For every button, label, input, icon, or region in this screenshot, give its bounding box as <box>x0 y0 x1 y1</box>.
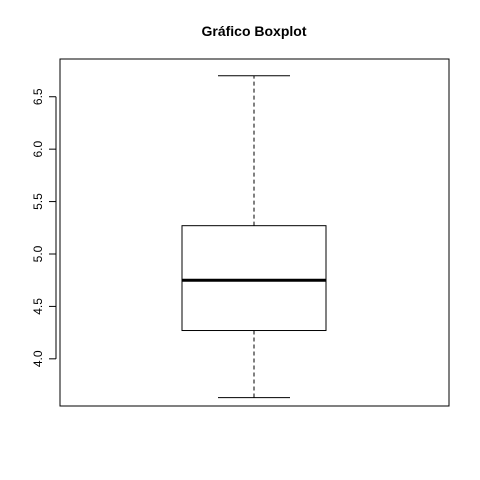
y-tick-label: 4.0 <box>31 350 45 367</box>
y-tick-label: 4.5 <box>31 298 45 315</box>
interquartile-box <box>181 225 327 332</box>
box-group <box>181 75 327 399</box>
y-tick-label: 6.0 <box>31 140 45 157</box>
y-tick-label: 6.5 <box>31 88 45 105</box>
y-tick-label: 5.5 <box>31 193 45 210</box>
chart-title: Gráfico Boxplot <box>201 23 306 39</box>
plot-frame <box>59 58 450 407</box>
y-axis: 4.0 4.5 5.0 5.5 6.0 6.5 <box>31 88 57 367</box>
y-tick-label: 5.0 <box>31 245 45 262</box>
